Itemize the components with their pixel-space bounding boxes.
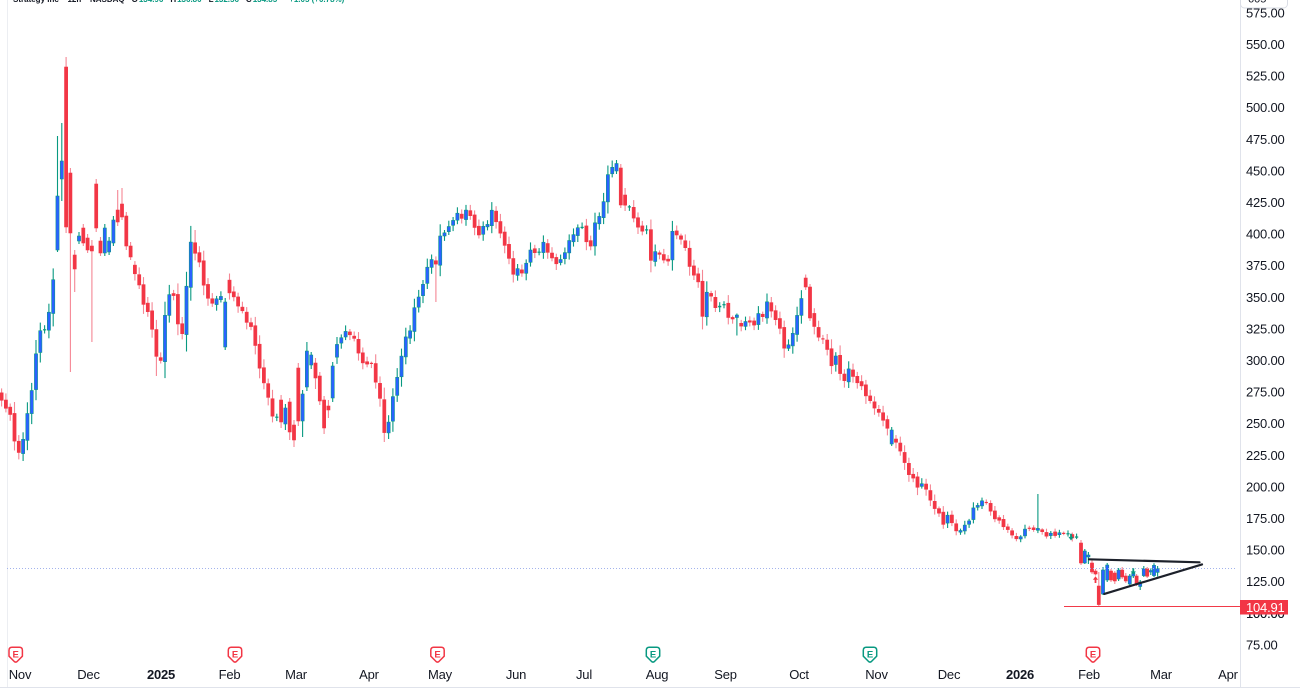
svg-text:250.00: 250.00 [1246,416,1285,431]
svg-text:275.00: 275.00 [1246,385,1285,400]
svg-text:Sep: Sep [714,667,737,682]
svg-text:605: 605 [1248,0,1266,6]
svg-text:Feb: Feb [1078,667,1100,682]
svg-text:475.00: 475.00 [1246,132,1285,147]
svg-text:Nov: Nov [865,667,888,682]
svg-text:300.00: 300.00 [1246,353,1285,368]
svg-text:450.00: 450.00 [1246,163,1285,178]
svg-text:Dec: Dec [938,667,961,682]
svg-text:Apr: Apr [1218,667,1239,682]
svg-text:500.00: 500.00 [1246,100,1285,115]
svg-text:E: E [13,650,19,661]
svg-text:325.00: 325.00 [1246,321,1285,336]
svg-text:350.00: 350.00 [1246,290,1285,305]
svg-text:Mar: Mar [285,667,308,682]
svg-text:125.00: 125.00 [1246,574,1285,589]
svg-text:Dec: Dec [77,667,100,682]
svg-text:75.00: 75.00 [1246,637,1278,652]
svg-text:225.00: 225.00 [1246,448,1285,463]
svg-text:104.91: 104.91 [1246,600,1285,615]
svg-text:400.00: 400.00 [1246,227,1285,242]
svg-text:Jun: Jun [506,667,526,682]
svg-text:2026: 2026 [1006,667,1034,682]
svg-text:525.00: 525.00 [1246,69,1285,84]
svg-text:375.00: 375.00 [1246,258,1285,273]
svg-text:175.00: 175.00 [1246,511,1285,526]
svg-text:575.00: 575.00 [1246,5,1285,20]
svg-text:150.00: 150.00 [1246,543,1285,558]
svg-text:425.00: 425.00 [1246,195,1285,210]
svg-text:Oct: Oct [789,667,809,682]
svg-text:550.00: 550.00 [1246,37,1285,52]
svg-text:E: E [650,650,656,661]
svg-text:Nov: Nov [9,667,32,682]
svg-text:E: E [232,650,238,661]
svg-text:E: E [1090,650,1096,661]
svg-text:Mar: Mar [1150,667,1173,682]
svg-text:May: May [428,667,453,682]
svg-text:Feb: Feb [219,667,241,682]
svg-text:Apr: Apr [359,667,380,682]
svg-text:E: E [434,650,440,661]
svg-text:E: E [867,650,873,661]
svg-text:Aug: Aug [646,667,669,682]
svg-text:Jul: Jul [576,667,592,682]
svg-text:2025: 2025 [147,667,175,682]
svg-text:200.00: 200.00 [1246,479,1285,494]
